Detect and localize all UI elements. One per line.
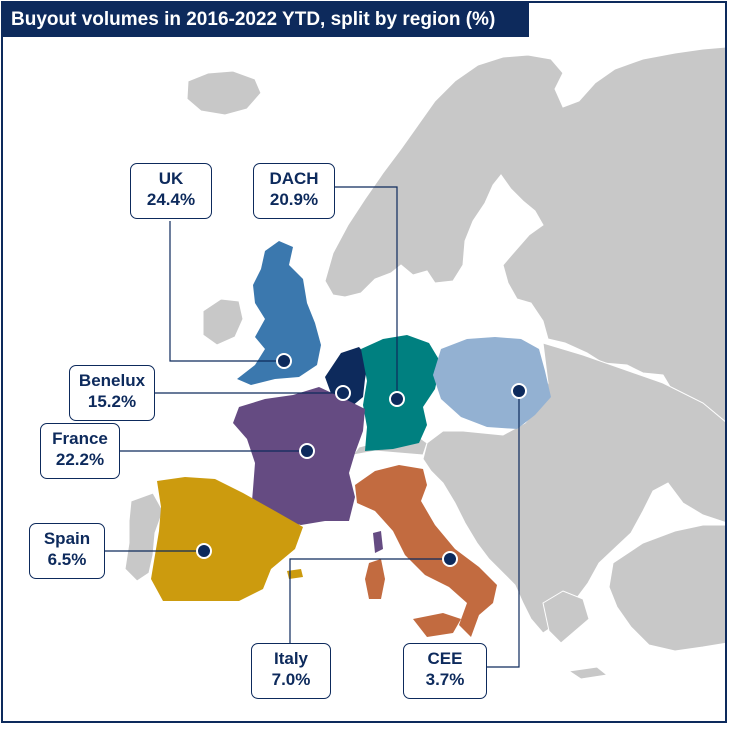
cee-callout: CEE 3.7%	[403, 643, 487, 699]
dach-leader-line	[335, 186, 398, 399]
chart-title: Buyout volumes in 2016-2022 YTD, split b…	[3, 3, 529, 37]
ireland-shape	[202, 298, 244, 346]
cee-label: CEE	[427, 649, 463, 668]
non-covered-land	[124, 46, 725, 680]
spain-value: 6.5%	[47, 550, 87, 569]
benelux-marker	[335, 385, 351, 401]
iceland-shape	[186, 70, 262, 116]
turkey-shape	[608, 524, 725, 652]
spain-callout: Spain 6.5%	[29, 523, 105, 579]
uk-region	[237, 241, 321, 385]
sardinia-shape	[365, 559, 385, 599]
benelux-value: 15.2%	[87, 392, 137, 411]
cee-region	[433, 337, 551, 429]
portugal-shape	[124, 492, 164, 582]
sicily-shape	[413, 613, 461, 637]
uk-callout: UK 24.4%	[130, 163, 212, 219]
spain-region	[151, 477, 303, 601]
uk-value: 24.4%	[146, 190, 196, 209]
region-markers	[196, 353, 527, 567]
eastern-europe-shape	[422, 342, 725, 634]
spain-label: Spain	[43, 529, 91, 548]
italy-leader-line	[289, 558, 450, 645]
dach-marker	[389, 391, 405, 407]
balearic-shape	[287, 569, 303, 579]
italy-marker	[442, 551, 458, 567]
france-marker	[299, 443, 315, 459]
italy-region	[355, 465, 497, 637]
benelux-callout: Benelux 15.2%	[69, 365, 155, 421]
france-region	[233, 387, 365, 525]
corsica-shape	[373, 531, 383, 553]
italy-label: Italy	[273, 649, 309, 668]
uk-label: UK	[158, 169, 184, 188]
leader-lines	[105, 186, 520, 668]
cee-leader-line	[487, 391, 520, 668]
uk-leader-line	[169, 221, 284, 362]
france-value: 22.2%	[55, 450, 105, 469]
uk-marker	[276, 353, 292, 369]
scandinavia-shape	[324, 46, 725, 434]
dach-callout: DACH 20.9%	[253, 163, 335, 219]
europe-map	[105, 46, 725, 680]
italy-value: 7.0%	[271, 670, 311, 689]
france-callout: France 22.2%	[40, 423, 120, 479]
benelux-label: Benelux	[78, 371, 146, 390]
france-label: France	[52, 429, 108, 448]
greece-shape	[542, 590, 590, 644]
dach-value: 20.9%	[269, 190, 319, 209]
crete-shape	[567, 666, 609, 680]
italy-callout: Italy 7.0%	[251, 643, 331, 699]
spain-marker	[196, 543, 212, 559]
cee-value: 3.7%	[425, 670, 465, 689]
cee-marker	[511, 383, 527, 399]
dach-label: DACH	[269, 169, 319, 188]
